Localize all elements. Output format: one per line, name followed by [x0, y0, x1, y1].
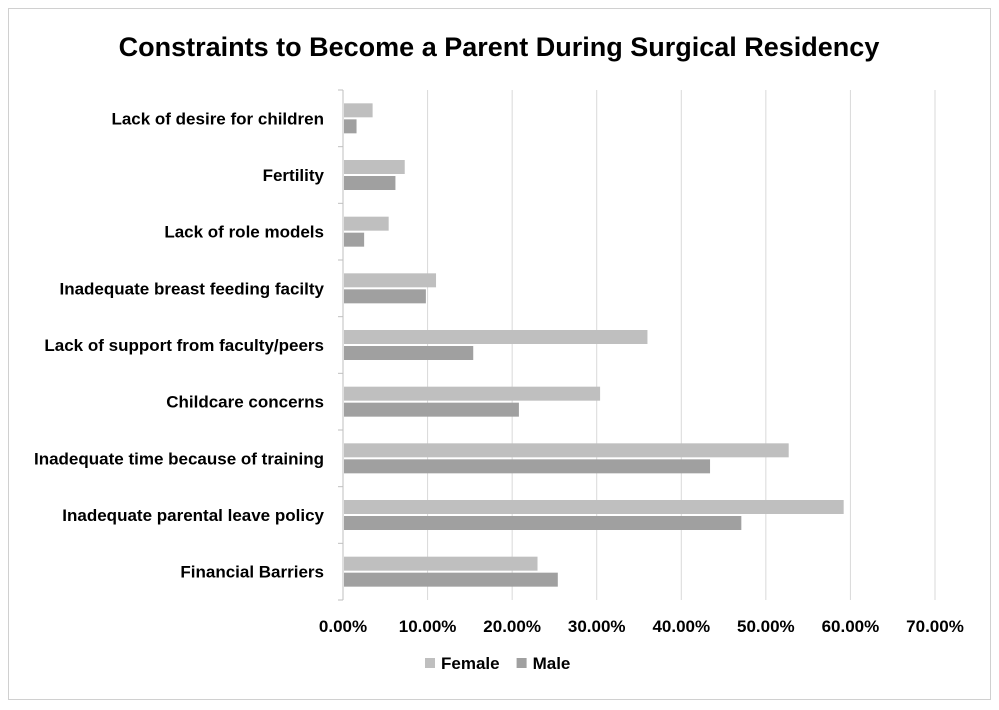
category-label: Inadequate parental leave policy — [62, 506, 324, 525]
category-label: Lack of role models — [164, 223, 324, 242]
legend-label-female: Female — [441, 654, 500, 673]
bar-male-0 — [344, 119, 357, 134]
legend-label-male: Male — [533, 654, 571, 673]
legend-swatch-female — [425, 658, 435, 668]
bar-female-1 — [344, 160, 405, 174]
x-tick-label: 10.00% — [399, 617, 457, 636]
x-tick-label: 70.00% — [906, 617, 964, 636]
bar-female-0 — [344, 103, 373, 118]
axes — [338, 89, 344, 601]
category-label: Lack of desire for children — [111, 109, 324, 128]
bar-female-6 — [344, 443, 789, 458]
category-label: Financial Barriers — [180, 563, 324, 582]
bar-female-3 — [344, 273, 437, 288]
bar-male-8 — [344, 572, 558, 587]
category-label: Childcare concerns — [166, 393, 324, 412]
category-label: Fertility — [263, 166, 325, 185]
bar-female-4 — [344, 330, 648, 344]
x-tick-label: 20.00% — [483, 617, 541, 636]
gridlines — [427, 90, 936, 600]
x-tick-label: 50.00% — [737, 617, 795, 636]
category-label: Inadequate time because of training — [34, 449, 324, 468]
x-tick-label: 0.00% — [319, 617, 367, 636]
bar-male-2 — [344, 232, 365, 247]
bar-male-7 — [344, 516, 742, 530]
category-label: Inadequate breast feeding facilty — [59, 279, 324, 298]
x-tick-label: 40.00% — [652, 617, 710, 636]
bar-female-7 — [344, 500, 844, 514]
bar-male-4 — [344, 346, 474, 360]
bar-male-1 — [344, 176, 396, 190]
bar-female-2 — [344, 216, 389, 231]
category-label: Lack of support from faculty/peers — [44, 336, 324, 355]
x-tick-label: 60.00% — [822, 617, 880, 636]
legend: Female Male — [425, 654, 570, 673]
bars — [344, 103, 844, 587]
bar-female-8 — [344, 556, 538, 571]
bar-female-5 — [344, 386, 601, 401]
x-tick-labels: 0.00% 10.00% 20.00% 30.00% 40.00% 50.00% 60.00… — [319, 617, 964, 636]
bar-male-3 — [344, 289, 426, 304]
bar-male-6 — [344, 459, 711, 474]
x-tick-label: 30.00% — [568, 617, 626, 636]
chart-title: Constraints to Become a Parent During Su… — [119, 32, 880, 62]
category-labels: Lack of desire for children Fertility Lack… — [34, 109, 325, 581]
bar-male-5 — [344, 402, 519, 417]
legend-swatch-male — [516, 658, 527, 668]
